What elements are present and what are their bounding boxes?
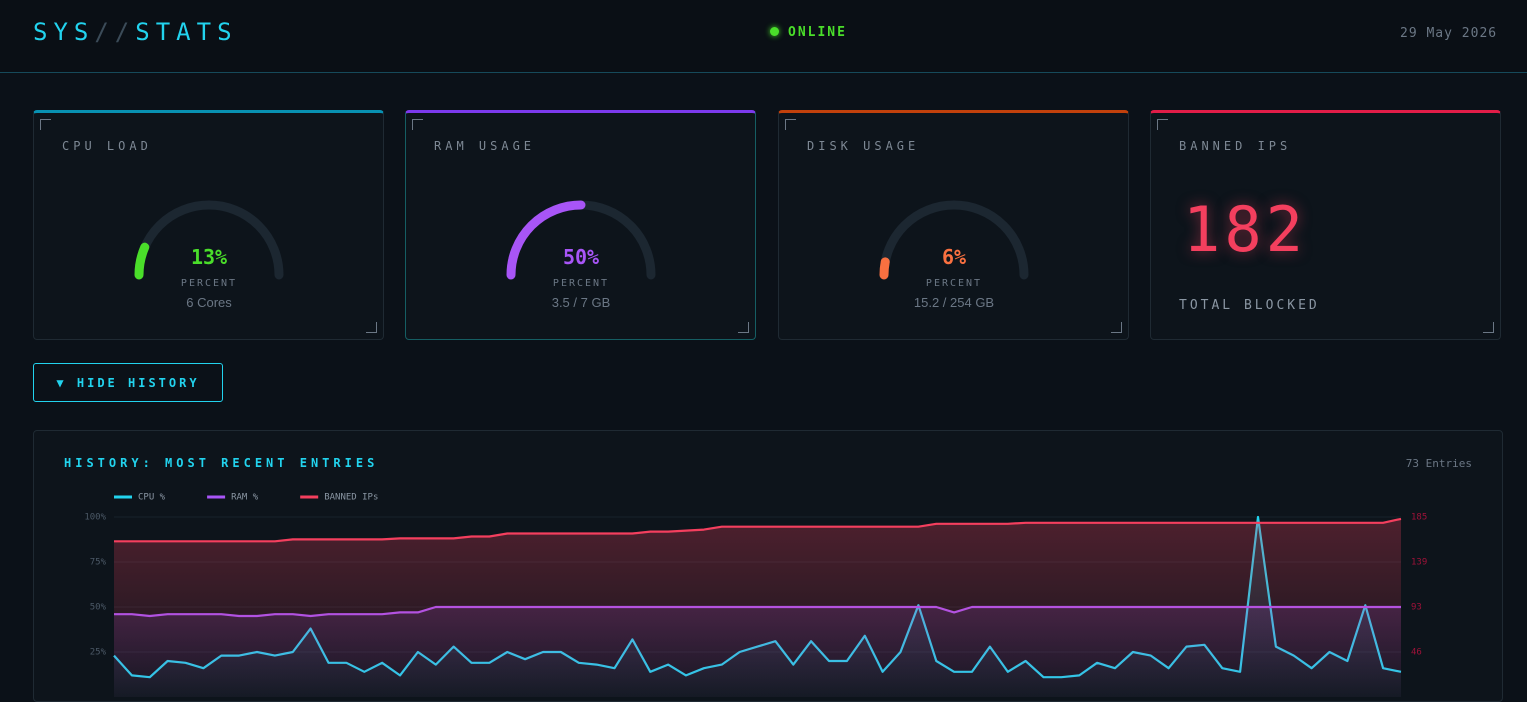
gauge: 13% PERCENT 6 Cores bbox=[134, 200, 284, 310]
y-tick-label: 25% bbox=[90, 648, 107, 658]
y2-tick-label: 139 bbox=[1411, 558, 1427, 568]
banned-footer: TOTAL BLOCKED bbox=[1179, 298, 1320, 313]
history-chart: 25% 50% 75% 100% 46 93 139 185 CPU % RAM % BANNED … bbox=[84, 493, 1427, 697]
y-tick-label: 100% bbox=[84, 513, 106, 523]
gauge-track bbox=[879, 200, 1029, 280]
banned-count: 182 bbox=[1183, 193, 1307, 266]
corner bbox=[366, 322, 377, 333]
y-tick-label: 50% bbox=[90, 603, 107, 613]
gauge-arc bbox=[134, 242, 150, 280]
corner bbox=[738, 322, 749, 333]
gauge-unit: PERCENT bbox=[181, 278, 237, 289]
history-panel: 25% 50% 75% 100% 46 93 139 185 CPU % RAM % BANNED … bbox=[33, 430, 1503, 702]
title-part: STATS bbox=[135, 18, 238, 46]
gauge-value: 50% bbox=[563, 245, 599, 269]
status-text: ONLINE bbox=[788, 25, 847, 40]
gauge-value: 13% bbox=[191, 245, 227, 269]
y2-tick-label: 93 bbox=[1411, 603, 1422, 613]
y2-tick-label: 46 bbox=[1411, 648, 1422, 658]
status-dot bbox=[770, 27, 779, 36]
gauge-detail: 15.2 / 254 GB bbox=[914, 295, 994, 310]
corner bbox=[785, 119, 796, 130]
gauge-card: DISK USAGE 6% PERCENT 15.2 / 254 GB bbox=[778, 110, 1129, 340]
gauge-unit: PERCENT bbox=[926, 278, 982, 289]
panel-title: HISTORY: MOST RECENT ENTRIES bbox=[64, 456, 379, 470]
corner bbox=[1157, 119, 1168, 130]
banned-card: BANNED IPS 182 TOTAL BLOCKED bbox=[1150, 110, 1501, 340]
title-part: SYS bbox=[33, 18, 95, 46]
legend-label: CPU % bbox=[138, 493, 166, 503]
gauge-detail: 3.5 / 7 GB bbox=[552, 295, 611, 310]
y-tick-label: 75% bbox=[90, 558, 107, 568]
corner bbox=[40, 119, 51, 130]
gauge-card: CPU LOAD 13% PERCENT 6 Cores bbox=[33, 110, 384, 340]
gauge-value: 6% bbox=[942, 245, 966, 269]
status: ONLINE bbox=[770, 25, 847, 40]
date: 29 May 2026 bbox=[1400, 26, 1498, 41]
series-line bbox=[114, 517, 1402, 543]
series-area bbox=[114, 518, 1401, 697]
gauge-unit: PERCENT bbox=[553, 278, 609, 289]
toggle-history-button[interactable]: ▼ HIDE HISTORY bbox=[33, 363, 223, 402]
y2-tick-label: 185 bbox=[1411, 513, 1427, 523]
card-label: DISK USAGE bbox=[807, 139, 920, 153]
gauge-detail: 6 Cores bbox=[186, 295, 232, 310]
card-label: CPU LOAD bbox=[62, 139, 152, 153]
gauge-card: RAM USAGE 50% PERCENT 3.5 / 7 GB bbox=[405, 110, 756, 340]
entry-count: 73 Entries bbox=[1405, 457, 1472, 470]
app-title: SYS//STATS bbox=[33, 18, 238, 46]
gauge-arc bbox=[506, 200, 586, 280]
card-label: RAM USAGE bbox=[434, 139, 536, 153]
gauge-arc bbox=[879, 257, 890, 280]
header: SYS//STATS ONLINE 29 May 2026 bbox=[0, 0, 1527, 73]
gauge: 50% PERCENT 3.5 / 7 GB bbox=[506, 200, 656, 310]
corner bbox=[1111, 322, 1122, 333]
legend-label: BANNED IPs bbox=[324, 493, 378, 503]
corner bbox=[1483, 322, 1494, 333]
legend-label: RAM % bbox=[231, 493, 259, 503]
corner bbox=[412, 119, 423, 130]
card-label: BANNED IPS bbox=[1179, 139, 1292, 153]
gauge: 6% PERCENT 15.2 / 254 GB bbox=[879, 200, 1029, 310]
title-part: // bbox=[94, 18, 136, 46]
